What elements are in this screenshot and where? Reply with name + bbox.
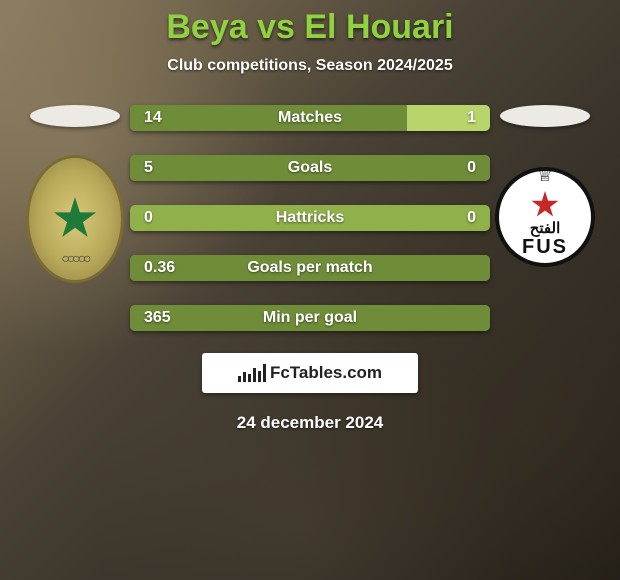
logo-bar-segment	[243, 372, 246, 382]
logo-bar-segment	[248, 374, 251, 382]
subtitle: Club competitions, Season 2024/2025	[167, 57, 452, 75]
stat-value-right: 0	[420, 159, 490, 177]
page-title: Beya vs El Houari	[166, 8, 453, 47]
stat-bar: 0Hattricks0	[130, 205, 490, 231]
logo-text: FcTables.com	[270, 363, 382, 383]
logo-bar-segment	[238, 376, 241, 382]
stat-label: Matches	[200, 109, 420, 127]
stat-bar: 0.36Goals per match	[130, 255, 490, 281]
stat-label: Goals per match	[200, 259, 420, 277]
star-icon	[531, 191, 559, 219]
stat-value-left: 14	[130, 109, 200, 127]
date-text: 24 december 2024	[237, 413, 384, 433]
stat-label: Min per goal	[200, 309, 420, 327]
logo-bar-segment	[258, 371, 261, 382]
stat-value-right: 0	[420, 209, 490, 227]
stat-bar: 14Matches1	[130, 105, 490, 131]
olympic-rings-icon: ○○○○○	[61, 250, 88, 266]
logo-bar-segment	[263, 364, 266, 382]
right-club-crest: ♕ الفتح FUS	[495, 167, 595, 267]
bar-chart-icon	[238, 364, 266, 382]
crest-arabic-text: الفتح	[499, 219, 591, 237]
stat-value-left: 0	[130, 209, 200, 227]
logo-bar-segment	[253, 368, 256, 382]
stat-label: Goals	[200, 159, 420, 177]
main-row: ○○○○○ 14Matches15Goals00Hattricks00.36Go…	[0, 105, 620, 331]
stat-bar: 5Goals0	[130, 155, 490, 181]
stat-value-left: 0.36	[130, 259, 200, 277]
stat-label: Hattricks	[200, 209, 420, 227]
stat-value-right: 1	[420, 109, 490, 127]
content-wrapper: Beya vs El Houari Club competitions, Sea…	[0, 0, 620, 580]
right-player-ellipse	[500, 105, 590, 127]
fctables-logo[interactable]: FcTables.com	[202, 353, 418, 393]
right-side: ♕ الفتح FUS	[490, 105, 600, 267]
stat-value-left: 365	[130, 309, 200, 327]
left-club-crest: ○○○○○	[26, 155, 124, 283]
left-player-ellipse	[30, 105, 120, 127]
stats-bars: 14Matches15Goals00Hattricks00.36Goals pe…	[130, 105, 490, 331]
stat-value-left: 5	[130, 159, 200, 177]
left-side: ○○○○○	[20, 105, 130, 283]
stat-bar: 365Min per goal	[130, 305, 490, 331]
crown-icon: ♕	[537, 167, 553, 186]
crest-code: FUS	[499, 236, 591, 259]
